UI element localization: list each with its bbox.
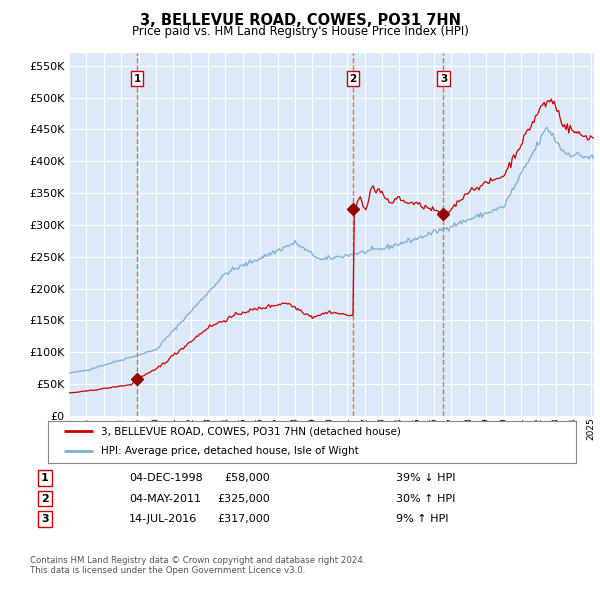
Text: 1: 1 — [134, 74, 141, 84]
Text: 9% ↑ HPI: 9% ↑ HPI — [396, 514, 449, 524]
Text: 04-MAY-2011: 04-MAY-2011 — [129, 494, 201, 503]
Text: Contains HM Land Registry data © Crown copyright and database right 2024.: Contains HM Land Registry data © Crown c… — [30, 556, 365, 565]
Text: 3, BELLEVUE ROAD, COWES, PO31 7HN (detached house): 3, BELLEVUE ROAD, COWES, PO31 7HN (detac… — [101, 427, 401, 436]
Text: 39% ↓ HPI: 39% ↓ HPI — [396, 473, 455, 483]
Text: 1: 1 — [41, 473, 49, 483]
Text: Price paid vs. HM Land Registry's House Price Index (HPI): Price paid vs. HM Land Registry's House … — [131, 25, 469, 38]
Text: £58,000: £58,000 — [224, 473, 270, 483]
Text: £325,000: £325,000 — [217, 494, 270, 503]
Text: HPI: Average price, detached house, Isle of Wight: HPI: Average price, detached house, Isle… — [101, 446, 359, 456]
Text: 30% ↑ HPI: 30% ↑ HPI — [396, 494, 455, 503]
Text: 3: 3 — [440, 74, 447, 84]
Text: 04-DEC-1998: 04-DEC-1998 — [129, 473, 203, 483]
Text: 2: 2 — [349, 74, 356, 84]
Text: 2: 2 — [41, 494, 49, 503]
Text: 14-JUL-2016: 14-JUL-2016 — [129, 514, 197, 524]
Text: 3, BELLEVUE ROAD, COWES, PO31 7HN: 3, BELLEVUE ROAD, COWES, PO31 7HN — [139, 13, 461, 28]
Text: 3: 3 — [41, 514, 49, 524]
Text: This data is licensed under the Open Government Licence v3.0.: This data is licensed under the Open Gov… — [30, 566, 305, 575]
Text: £317,000: £317,000 — [217, 514, 270, 524]
